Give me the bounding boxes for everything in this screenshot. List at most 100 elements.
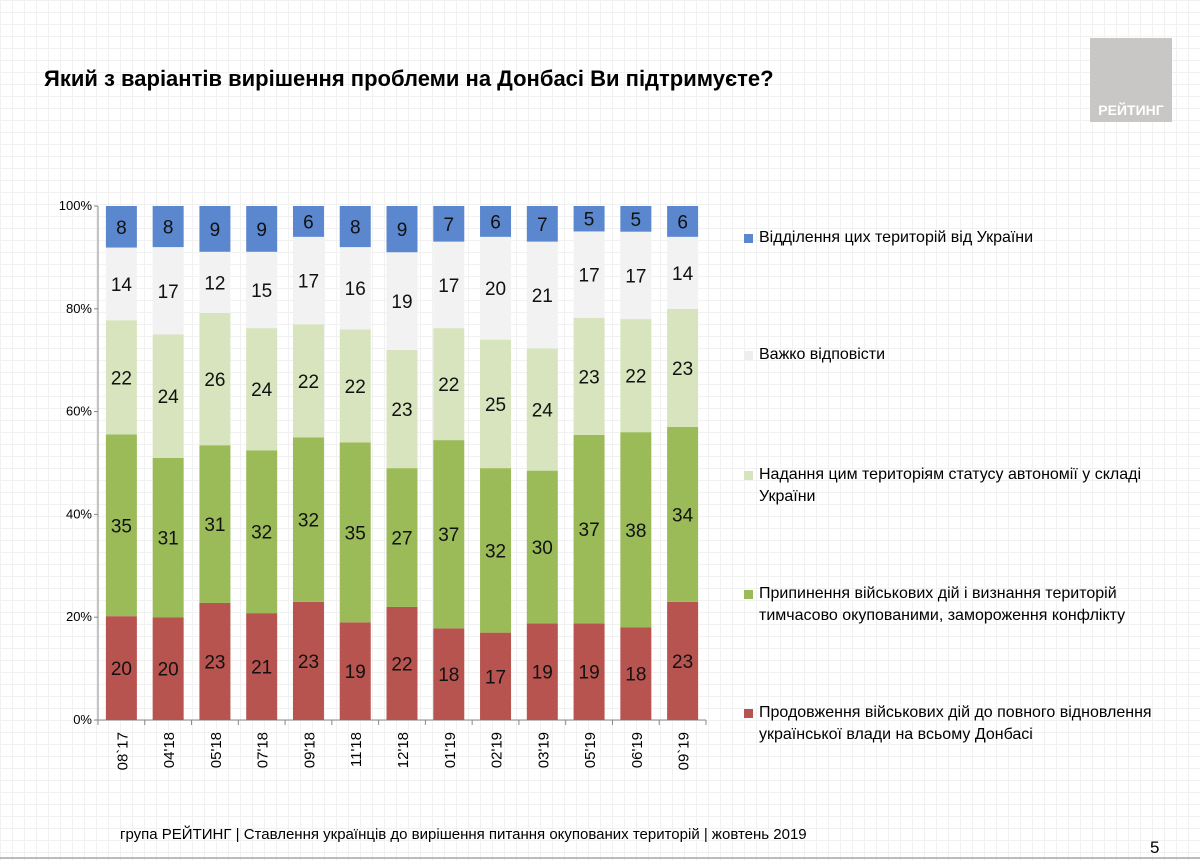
data-label: 21 [532,286,553,307]
data-label: 27 [391,529,412,550]
legend-label: Важко відповісти [759,346,886,363]
data-label: 32 [298,511,319,532]
bar-segment [433,440,465,629]
data-label: 23 [204,652,225,673]
data-label: 14 [111,275,133,296]
rating-logo: РЕЙТИНГ [1090,38,1172,122]
bar-segment [246,206,278,252]
y-tick-label: 60% [66,404,92,419]
data-label: 22 [391,654,412,675]
data-label: 22 [345,377,366,398]
data-label: 18 [438,665,459,686]
bar-segment [667,206,699,237]
bar-segment [480,468,512,633]
bar-segment [339,206,371,248]
x-tick-label: 03'19 [535,732,552,768]
bar-segment [339,622,371,720]
data-label: 7 [443,215,454,236]
bar-segment [105,320,137,435]
data-label: 14 [672,264,694,285]
bar-segment [667,427,699,602]
bar-segment [152,247,184,335]
bar-segment [339,442,371,623]
legend-swatch [744,234,753,243]
legend-item: Надання цим територіям статусу автономії… [744,464,1164,508]
bar-segment [246,328,278,451]
x-tick-label: 09'18 [301,732,318,768]
x-tick-label: 11'18 [348,732,365,767]
data-label: 17 [579,266,600,287]
bar-segment [573,231,605,318]
data-label: 22 [438,375,459,396]
data-label: 25 [485,395,506,416]
bar-segment [433,628,465,720]
footer-text: група РЕЙТИНГ | Ставлення українців до в… [120,826,807,843]
data-label: 24 [251,380,273,401]
data-label: 21 [251,658,272,679]
x-tick-label: 05'18 [208,732,225,768]
data-label: 23 [672,359,693,380]
legend-item: Припинення військових дій і визнання тер… [744,583,1164,627]
data-label: 8 [350,218,361,239]
x-tick-label: 08`17 [114,732,131,770]
legend-swatch [744,590,753,599]
data-label: 17 [485,667,506,688]
data-label: 22 [625,367,646,388]
bar-segment [246,613,278,720]
bar-segment [199,251,231,313]
bar-segment [246,251,278,329]
bar-segment [199,445,231,603]
data-label: 7 [537,215,548,236]
bar-segment [386,252,418,350]
data-label: 18 [625,665,646,686]
bar-segment [105,247,137,321]
x-tick-label: 01'19 [442,732,459,768]
legend-label: Припинення військових дій і визнання тер… [759,585,1126,624]
bar-segment [433,206,465,242]
bar-segment [480,206,512,237]
data-label: 23 [391,400,412,421]
bar-segment [292,324,324,438]
y-tick-label: 40% [66,506,92,521]
bar-segment [620,627,652,720]
data-label: 17 [298,272,319,293]
bar-segment [105,616,137,720]
y-tick-label: 20% [66,609,92,624]
data-label: 23 [579,367,600,388]
data-label: 9 [256,220,267,241]
data-label: 8 [163,218,174,239]
data-label: 19 [579,663,600,684]
bar-segment [292,206,324,237]
bar-segment [339,247,371,330]
legend-swatch [744,351,753,360]
data-label: 17 [625,266,646,287]
data-label: 6 [490,212,501,233]
page-number: 5 [1150,838,1160,857]
data-label: 37 [438,525,459,546]
bar-segment [386,606,418,720]
legend-item: Важко відповісти [744,344,1164,366]
data-label: 26 [204,370,225,391]
data-label: 9 [397,220,408,241]
data-label: 22 [111,368,132,389]
bar-segment [386,206,418,253]
bar-segment [105,206,137,248]
bar-segment [526,206,558,242]
data-label: 12 [204,273,225,294]
data-label: 32 [485,541,506,562]
bar-segment [620,319,652,433]
data-label: 6 [677,212,688,233]
bar-segment [199,206,231,252]
data-label: 6 [303,212,314,233]
x-tick-label: 12'18 [395,732,412,768]
bar-segment [152,617,184,720]
bar-segment [292,236,324,325]
footer-divider [0,857,1200,859]
data-label: 5 [584,210,595,231]
data-label: 17 [438,276,459,297]
bar-segment [480,632,512,720]
legend-swatch [744,709,753,718]
bar-segment [433,241,465,329]
bar-segment [620,432,652,628]
bar-segment [526,241,558,349]
